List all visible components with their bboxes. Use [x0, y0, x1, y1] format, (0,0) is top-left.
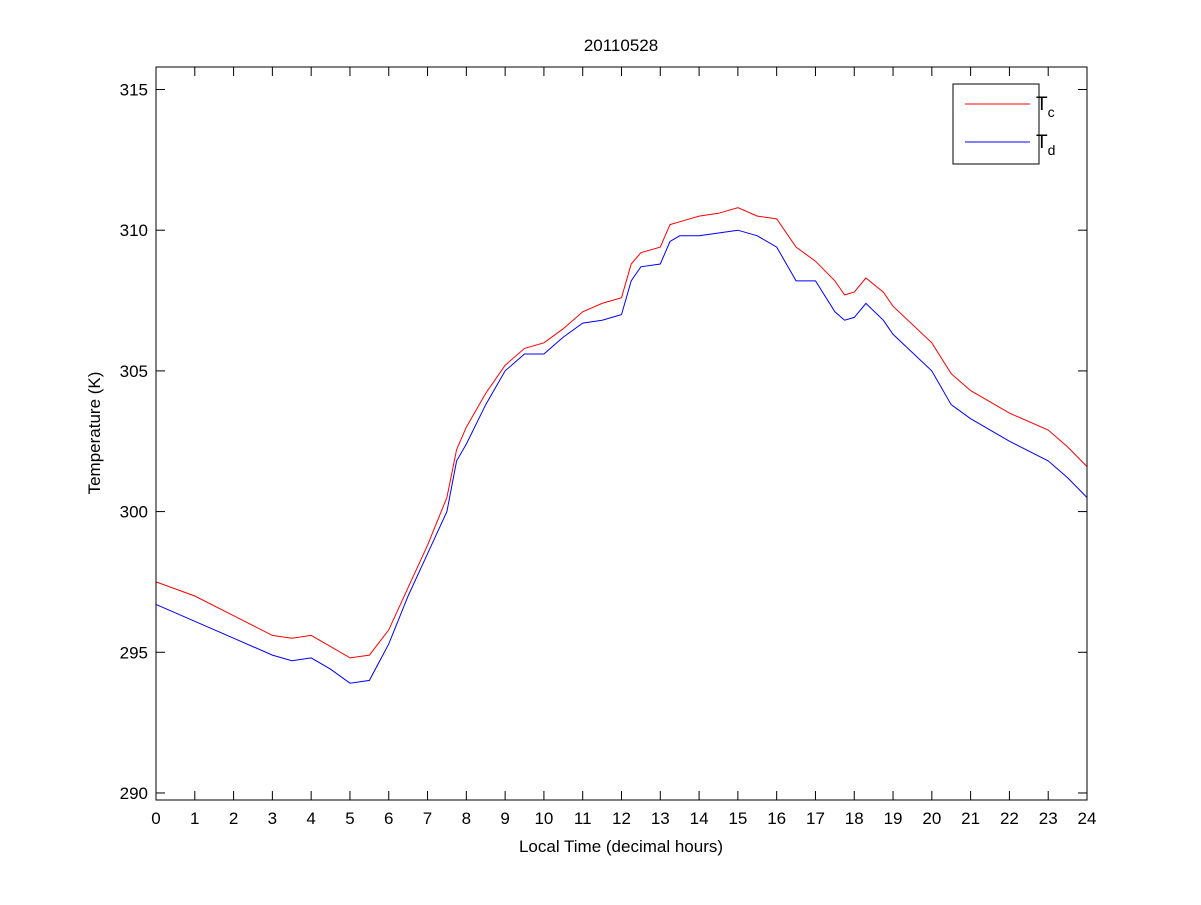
x-tick-label: 7	[423, 809, 432, 828]
y-tick-label: 315	[120, 81, 148, 100]
y-tick-label: 310	[120, 221, 148, 240]
x-tick-label: 14	[690, 809, 709, 828]
x-tick-label: 23	[1039, 809, 1058, 828]
legend-box	[952, 83, 1040, 165]
y-axis-label: Temperature (K)	[85, 372, 104, 495]
x-axis-label: Local Time (decimal hours)	[519, 837, 723, 856]
x-tick-label: 17	[806, 809, 825, 828]
x-tick-label: 15	[728, 809, 747, 828]
x-tick-label: 21	[961, 809, 980, 828]
x-tick-label: 10	[534, 809, 553, 828]
plot-lines	[155, 207, 1088, 684]
chart-title: 20110528	[584, 36, 658, 55]
x-tick-label: 8	[462, 809, 471, 828]
x-tick-label: 0	[151, 809, 160, 828]
x-tick-label: 22	[1000, 809, 1019, 828]
x-tick-label: 1	[190, 809, 199, 828]
legend-label-tc: Tc	[1036, 94, 1055, 120]
series-line-td	[155, 229, 1088, 684]
x-tick-label: 20	[922, 809, 941, 828]
x-tick-label: 18	[845, 809, 864, 828]
y-tick-label: 295	[120, 643, 148, 662]
legend: Tc Td	[952, 83, 1055, 165]
y-tick-label: 305	[120, 362, 148, 381]
x-tick-label: 6	[384, 809, 393, 828]
series-line-tc	[155, 207, 1088, 659]
x-tick-label: 16	[767, 809, 786, 828]
x-tick-label: 12	[612, 809, 631, 828]
x-tick-label: 2	[229, 809, 238, 828]
x-tick-label: 13	[651, 809, 670, 828]
x-tick-label: 24	[1078, 809, 1097, 828]
x-tick-label: 5	[345, 809, 354, 828]
x-tick-label: 9	[500, 809, 509, 828]
legend-label-td: Td	[1036, 132, 1055, 158]
x-tick-label: 11	[574, 809, 592, 828]
y-tick-label: 290	[120, 784, 148, 803]
x-tick-label: 4	[306, 809, 315, 828]
y-tick-label: 300	[120, 503, 148, 522]
axis-ticks: 0 1 2 3 4 5 6 7 8 9 10 11 12 13 14 15 16 17 18 19 20 21 22 23 24…	[120, 67, 1097, 828]
x-tick-label: 19	[884, 809, 903, 828]
x-tick-label: 3	[268, 809, 277, 828]
plot-area-frame	[155, 66, 1088, 801]
